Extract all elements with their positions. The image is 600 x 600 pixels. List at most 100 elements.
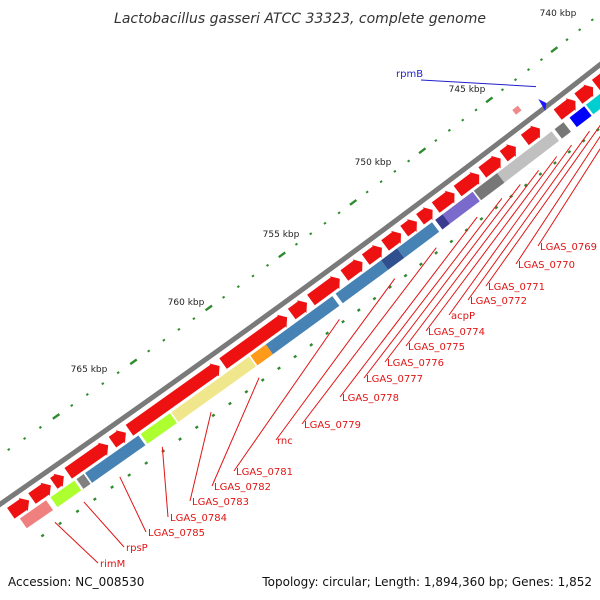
inner-tick — [211, 413, 216, 418]
minor-tick — [323, 221, 327, 225]
minor-tick — [393, 169, 397, 173]
forward-gene-arrow — [50, 473, 64, 489]
inner-tick — [372, 296, 377, 301]
forward-strand-genes — [7, 73, 600, 519]
forward-gene-arrow — [499, 144, 516, 162]
minor-tick — [434, 138, 438, 143]
inner-tick — [127, 473, 132, 477]
forward-gene-arrow — [520, 125, 540, 146]
leader-line — [339, 216, 478, 398]
feature-band — [435, 214, 450, 230]
major-tick — [349, 199, 358, 206]
feature-band — [397, 222, 440, 258]
leader-line — [363, 197, 503, 379]
major-tick — [129, 358, 138, 366]
forward-gene-arrow — [28, 482, 51, 504]
inner-tick — [40, 533, 45, 538]
forward-gene-arrow — [591, 73, 600, 91]
minor-tick — [337, 211, 341, 215]
forward-gene-arrow — [478, 155, 501, 178]
forward-gene-arrow — [361, 245, 382, 265]
inner-tick — [494, 205, 499, 210]
major-tick — [52, 413, 61, 420]
inner-tick — [178, 437, 182, 442]
gene-label: rnc — [277, 436, 293, 447]
inner-tick — [260, 378, 265, 382]
gene-label: LGAS_0775 — [408, 342, 465, 353]
minor-tick — [70, 403, 74, 407]
leader-line — [448, 144, 573, 316]
feature-band — [50, 480, 82, 508]
tick-label: 760 kbp — [168, 298, 205, 308]
inner-tick — [567, 149, 572, 154]
minor-tick — [407, 159, 411, 163]
leader-line — [485, 124, 600, 287]
leader-line — [189, 411, 212, 502]
major-tick — [278, 251, 286, 259]
forward-gene-arrow — [574, 84, 594, 104]
inner-tick — [523, 183, 528, 188]
minor-tick — [565, 38, 569, 42]
gene-label: LGAS_0771 — [488, 282, 545, 293]
minor-tick — [526, 68, 531, 72]
inner-tick — [110, 485, 115, 489]
map-title: Lactobacillus gasseri ATCC 33323, comple… — [114, 11, 486, 27]
inner-tick — [75, 509, 80, 514]
inner-tick — [581, 138, 586, 143]
forward-gene-arrow — [7, 498, 30, 519]
feature-band — [586, 93, 600, 115]
gene-label: LGAS_0778 — [342, 393, 399, 404]
feature-band — [265, 296, 340, 355]
inner-tick — [341, 319, 345, 324]
inner-tick — [552, 161, 557, 165]
inner-tick — [449, 239, 454, 244]
rpmB-arrow-marker — [538, 99, 547, 111]
minor-tick — [539, 58, 544, 62]
gene-label: LGAS_0783 — [192, 497, 249, 508]
major-tick — [204, 304, 213, 312]
minor-tick — [192, 317, 196, 321]
inner-tick — [418, 262, 423, 267]
inner-tick — [538, 172, 543, 176]
minor-tick — [461, 118, 465, 122]
minor-tick — [251, 274, 255, 278]
leader-line — [537, 148, 600, 247]
minor-tick — [578, 28, 582, 32]
feature-band — [554, 122, 571, 139]
inner-tick — [403, 273, 408, 278]
gene-labels: rpmB LGAS_0769 LGAS_0770 LGAS_0771 LGAS_… — [54, 69, 600, 570]
inner-tick — [244, 389, 249, 394]
tick-label: 750 kbp — [355, 158, 392, 168]
forward-gene-arrow — [431, 190, 455, 213]
leader-line — [405, 170, 539, 347]
forward-gene-arrow — [400, 219, 417, 237]
forward-gene-arrow — [287, 300, 307, 320]
minor-tick — [101, 382, 105, 386]
inner-tick — [194, 425, 199, 430]
leader-line — [83, 501, 125, 548]
forward-gene-arrow — [416, 207, 433, 225]
tick-label: 740 kbp — [540, 9, 577, 19]
inner-tick — [144, 461, 149, 465]
tick-label: 765 kbp — [71, 365, 108, 375]
minor-tick — [294, 242, 298, 246]
feature-band — [140, 413, 177, 444]
accession-text: Accession: NC_008530 — [8, 575, 144, 589]
forward-gene-arrow — [340, 259, 363, 281]
minor-tick — [85, 392, 89, 397]
major-tick — [485, 96, 494, 104]
genome-backbone — [0, 61, 600, 508]
feature-band — [85, 435, 146, 483]
major-tick — [418, 147, 427, 155]
minor-tick — [590, 18, 594, 22]
forward-gene-arrow — [453, 172, 480, 197]
minor-tick — [116, 371, 120, 375]
leader-line — [515, 135, 600, 265]
leader-line — [301, 247, 437, 425]
feature-band — [76, 474, 91, 489]
gene-label: rpsP — [126, 543, 148, 554]
leader-line — [275, 278, 396, 441]
gene-label: LGAS_0782 — [214, 482, 271, 493]
gene-label: LGAS_0769 — [540, 242, 597, 253]
